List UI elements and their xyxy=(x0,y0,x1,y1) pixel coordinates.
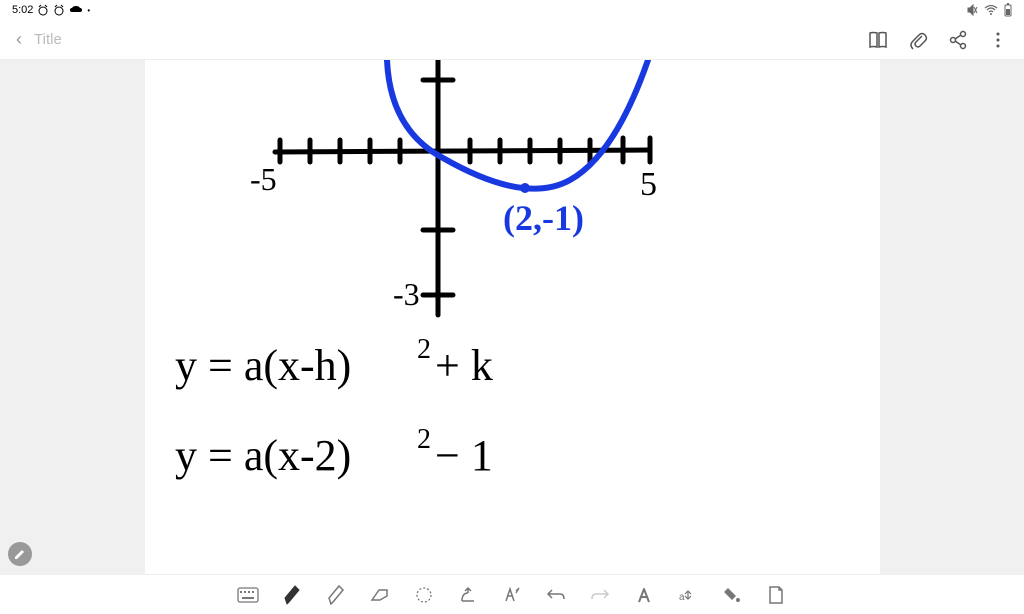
bucket-tool[interactable] xyxy=(721,584,743,606)
svg-text:− 1: − 1 xyxy=(435,431,493,480)
vertex-label: (2,-1) xyxy=(503,198,584,238)
equation-2: y = a(x-2) 2 − 1 xyxy=(175,424,493,480)
redo-button[interactable] xyxy=(589,584,611,606)
shape-tool[interactable] xyxy=(457,584,479,606)
alarm-icon-2 xyxy=(53,4,65,16)
back-button[interactable]: ‹ xyxy=(16,29,22,50)
status-dot: • xyxy=(87,6,90,15)
app-header: ‹ Title xyxy=(0,20,1024,60)
svg-text:a: a xyxy=(679,592,685,603)
text-size-tool[interactable]: a xyxy=(677,584,699,606)
label-neg3: -3 xyxy=(393,276,420,312)
header-actions xyxy=(868,30,1008,50)
status-time: 5:02 xyxy=(12,4,33,16)
title-input[interactable]: Title xyxy=(34,31,868,48)
page-tool[interactable] xyxy=(765,584,787,606)
keyboard-tool[interactable] xyxy=(237,584,259,606)
svg-text:y = a(x-h): y = a(x-h) xyxy=(175,341,351,390)
label-neg5: -5 xyxy=(250,161,277,197)
reader-icon[interactable] xyxy=(868,30,888,50)
canvas-area[interactable]: -5 5 -3 (2,-1) y = a(x-h) 2 + k y = a(x-… xyxy=(0,60,1024,574)
pen-tool[interactable] xyxy=(281,584,303,606)
outline-a-tool[interactable] xyxy=(633,584,655,606)
equation-1: y = a(x-h) 2 + k xyxy=(175,334,493,390)
battery-icon xyxy=(1004,3,1012,17)
lasso-tool[interactable] xyxy=(413,584,435,606)
status-left: 5:02 • xyxy=(12,4,90,16)
fab-edit[interactable] xyxy=(8,542,32,566)
undo-button[interactable] xyxy=(545,584,567,606)
svg-text:2: 2 xyxy=(417,424,431,455)
share-icon[interactable] xyxy=(948,30,968,50)
highlighter-tool[interactable] xyxy=(325,584,347,606)
label-5: 5 xyxy=(640,166,657,203)
mute-icon xyxy=(966,4,978,16)
svg-text:2: 2 xyxy=(417,334,431,365)
status-bar: 5:02 • xyxy=(0,0,1024,20)
alarm-icon xyxy=(37,4,49,16)
svg-text:+ k: + k xyxy=(435,341,493,390)
svg-text:y = a(x-2): y = a(x-2) xyxy=(175,431,351,480)
eraser-tool[interactable] xyxy=(369,584,391,606)
wifi-icon xyxy=(984,5,998,15)
cloud-icon xyxy=(69,5,83,15)
attachment-icon[interactable] xyxy=(908,30,928,50)
status-right xyxy=(966,3,1012,17)
paper: -5 5 -3 (2,-1) y = a(x-h) 2 + k y = a(x-… xyxy=(145,60,880,574)
text-tool[interactable] xyxy=(501,584,523,606)
more-icon[interactable] xyxy=(988,30,1008,50)
drawing: -5 5 -3 (2,-1) y = a(x-h) 2 + k y = a(x-… xyxy=(145,60,880,574)
bottom-toolbar: a xyxy=(0,574,1024,614)
